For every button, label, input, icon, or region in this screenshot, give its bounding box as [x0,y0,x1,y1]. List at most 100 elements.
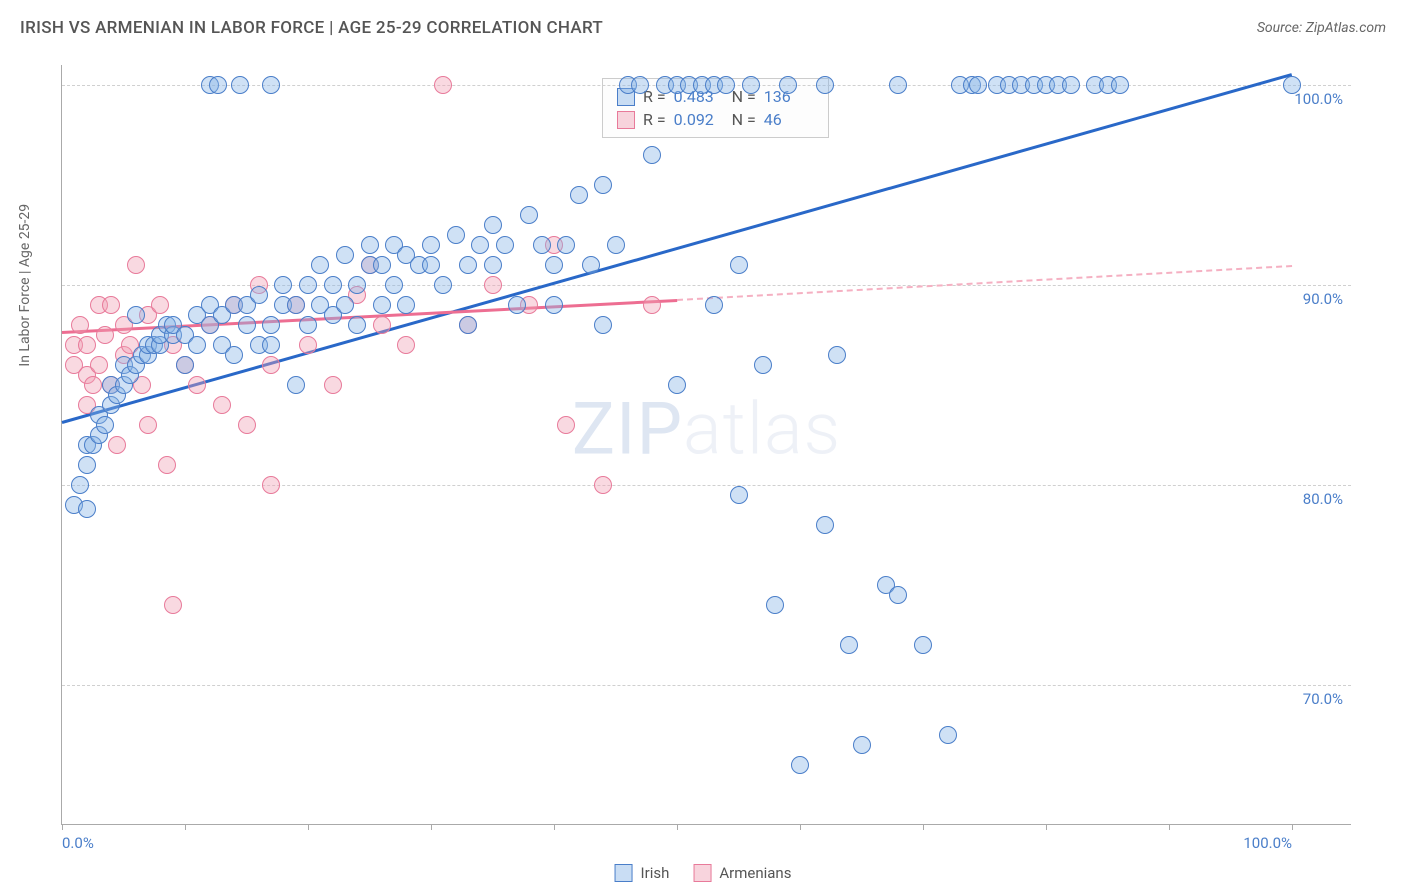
data-point-irish [262,316,280,334]
data-point-irish [287,376,305,394]
data-point-armenian [643,296,661,314]
data-point-irish [754,356,772,374]
data-point-irish [816,516,834,534]
data-point-armenian [127,256,145,274]
data-point-irish [385,276,403,294]
data-point-irish [828,346,846,364]
data-point-irish [889,76,907,94]
data-point-armenian [139,416,157,434]
armenian-legend-swatch-icon [693,864,711,882]
data-point-irish [262,336,280,354]
data-point-irish [484,216,502,234]
xtick [1046,824,1047,830]
data-point-armenian [434,76,452,94]
data-point-irish [791,756,809,774]
data-point-armenian [84,376,102,394]
xtick [554,824,555,830]
data-point-irish [969,76,987,94]
data-point-irish [422,236,440,254]
data-point-irish [422,256,440,274]
data-point-armenian [397,336,415,354]
data-point-irish [508,296,526,314]
data-point-irish [582,256,600,274]
data-point-irish [816,76,834,94]
xtick [185,824,186,830]
n-label-2: N = [732,110,756,129]
data-point-irish [336,296,354,314]
gridline [62,485,1351,486]
xtick [1169,824,1170,830]
data-point-irish [594,316,612,334]
data-point-armenian [484,276,502,294]
ytick-label: 100.0% [1294,90,1343,108]
source-label: Source: ZipAtlas.com [1257,20,1386,36]
xtick-label: 100.0% [1243,834,1292,852]
chart-container: In Labor Force | Age 25-29 ZIPatlas R = … [45,55,1385,825]
data-point-irish [631,76,649,94]
data-point-irish [459,256,477,274]
data-point-armenian [96,326,114,344]
data-point-armenian [102,296,120,314]
data-point-irish [397,296,415,314]
y-axis-label: In Labor Force | Age 25-29 [17,204,33,367]
data-point-irish [520,206,538,224]
ytick-label: 70.0% [1303,690,1343,708]
data-point-irish [484,256,502,274]
data-point-irish [71,476,89,494]
data-point-irish [373,296,391,314]
data-point-irish [471,236,489,254]
legend: Irish Armenians [615,864,792,882]
data-point-irish [127,306,145,324]
ytick-label: 90.0% [1303,290,1343,308]
data-point-armenian [373,316,391,334]
data-point-irish [311,256,329,274]
data-point-irish [730,486,748,504]
data-point-armenian [188,376,206,394]
ytick-label: 80.0% [1303,490,1343,508]
watermark: ZIPatlas [572,387,841,472]
watermark-zip: ZIP [572,387,683,472]
data-point-armenian [78,336,96,354]
data-point-armenian [158,456,176,474]
data-point-irish [336,246,354,264]
data-point-irish [643,146,661,164]
xtick [62,824,63,830]
xtick [923,824,924,830]
xtick [677,824,678,830]
data-point-irish [238,316,256,334]
data-point-irish [939,726,957,744]
data-point-armenian [324,376,342,394]
data-point-irish [176,356,194,374]
data-point-irish [570,186,588,204]
data-point-armenian [299,336,317,354]
data-point-irish [361,236,379,254]
data-point-irish [262,76,280,94]
data-point-irish [299,276,317,294]
data-point-irish [742,76,760,94]
data-point-irish [840,636,858,654]
data-point-armenian [90,356,108,374]
xtick [1292,824,1293,830]
data-point-armenian [164,596,182,614]
data-point-irish [914,636,932,654]
xtick [431,824,432,830]
data-point-armenian [71,316,89,334]
armenian-swatch-icon [617,111,635,129]
data-point-irish [78,456,96,474]
data-point-irish [434,276,452,294]
data-point-armenian [262,356,280,374]
data-point-irish [348,276,366,294]
data-point-irish [668,376,686,394]
data-point-irish [766,596,784,614]
data-point-irish [1111,76,1129,94]
trend-line-armenian [677,265,1292,301]
data-point-irish [705,296,723,314]
data-point-irish [889,586,907,604]
data-point-armenian [594,476,612,494]
data-point-armenian [151,296,169,314]
data-point-irish [225,346,243,364]
gridline [62,685,1351,686]
data-point-irish [1283,76,1301,94]
xtick [800,824,801,830]
data-point-irish [250,286,268,304]
